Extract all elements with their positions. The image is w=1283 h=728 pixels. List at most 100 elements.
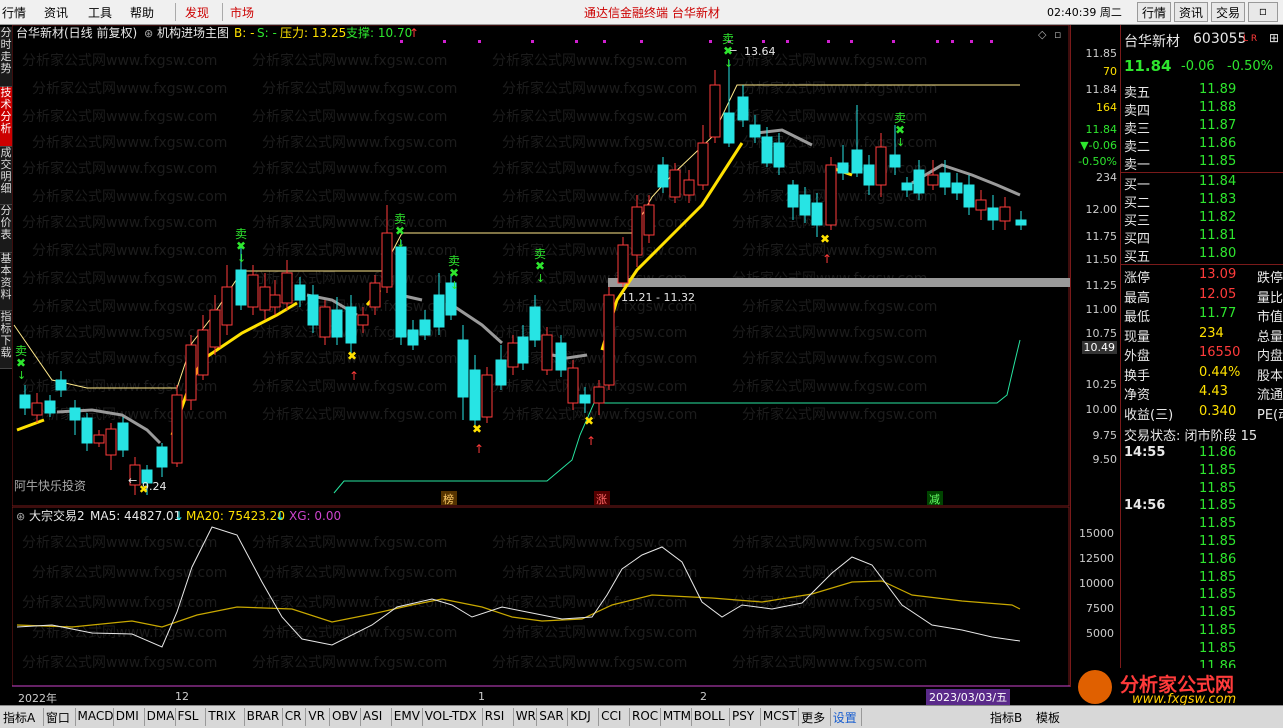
site-watermark: 分析家公式网www.fxgsw.com [262, 242, 457, 259]
tab-fundamentals[interactable]: 基本资料 [0, 253, 12, 311]
menu-market[interactable]: 市场 [230, 6, 255, 20]
price-axis-label: 9.75 [1092, 429, 1118, 442]
indicator-tab[interactable]: ASI [362, 709, 383, 723]
indicator-tab[interactable]: OBV [332, 709, 358, 723]
sub-indicator-name[interactable]: 大宗交易2 [29, 508, 85, 523]
indicator-name[interactable]: 机构进场主图 [157, 25, 229, 40]
candle-body [631, 206, 643, 256]
tab-technical[interactable]: 技术分析 [0, 87, 12, 147]
buy-x-icon: ✖ [472, 422, 482, 436]
tab-trades[interactable]: 成交明细 [0, 147, 12, 205]
ma20-line [16, 580, 1021, 628]
quote-row-value: 11.84 [1199, 174, 1237, 189]
indicator-tab[interactable]: CCI [601, 709, 622, 723]
site-watermark: 分析家公式网www.fxgsw.com [22, 378, 217, 395]
indicator-tab[interactable]: 指标A [3, 711, 36, 725]
sell-down-arrow-icon: ↓ [237, 252, 246, 265]
indicator-tab[interactable]: FSL [177, 709, 199, 723]
indicator-tab[interactable]: TRIX [208, 709, 236, 723]
sub-axis-label: 5000 [1086, 627, 1114, 640]
quote-row: 最高 12.05 量比 [1121, 287, 1283, 306]
candle-body [197, 329, 209, 376]
top-ad-text[interactable]: 通达信金融终端 台华新材 [584, 6, 720, 20]
indicator-tab[interactable]: ROC [632, 709, 659, 723]
expand-icon[interactable]: ⊞ [1269, 31, 1280, 45]
indicator-tab[interactable]: VOL-TDX [424, 709, 477, 723]
ma5-label: MA5: 44827.01 [90, 509, 181, 523]
quote-row: 买五 11.80 [1121, 246, 1283, 265]
candle-body [281, 272, 293, 304]
indicator-tab[interactable]: DMI [115, 709, 139, 723]
sub-watermark-layer: 分析家公式网www.fxgsw.com 分析家公式网www.fxgsw.com 分析… [22, 534, 937, 671]
menu-help[interactable]: 帮助 [130, 6, 155, 20]
site-watermark: 分析家公式网www.fxgsw.com [502, 624, 697, 641]
candle-body [999, 206, 1011, 222]
price-axis-label: 10.00 [1085, 403, 1118, 416]
quote-row-label-2: 流通 [1257, 388, 1283, 403]
indicator-tab[interactable]: SAR [539, 709, 564, 723]
indicator-tab[interactable]: DMA [146, 709, 175, 723]
tick-row: 11.85 [1121, 623, 1283, 641]
window-control-icon[interactable]: ▫ [1248, 2, 1278, 22]
indicator-tab[interactable]: MCST [762, 709, 797, 723]
site-watermark: 分析家公式网www.fxgsw.com [502, 188, 697, 205]
indicator-tab[interactable]: BRAR [246, 709, 280, 723]
menu-tools[interactable]: 工具 [88, 6, 113, 20]
top-menu-bar: 行情 资讯 工具 帮助 发现 市场 通达信金融终端 台华新材 02:40:39 … [0, 0, 1283, 25]
indicator-dropdown-icon[interactable]: ⊛ [144, 27, 153, 40]
quotes-button[interactable]: 行情 [1137, 2, 1172, 22]
indicator-tab[interactable]: VR [308, 709, 325, 723]
tab-indicator-download[interactable]: 指标下载 [0, 311, 12, 369]
menu-quotes[interactable]: 行情 [2, 6, 27, 20]
indicator-tab[interactable]: PSY [732, 709, 755, 723]
volume-indicator-chart[interactable]: 分析家公式网www.fxgsw.com 分析家公式网www.fxgsw.com 分析… [12, 507, 1070, 687]
candle-body [825, 164, 837, 226]
quote-row-value: 11.86 [1199, 136, 1237, 151]
candle-body [987, 207, 999, 221]
buy-up-arrow-icon: ↑ [349, 369, 359, 383]
site-watermark: 分析家公式网www.fxgsw.com [502, 242, 697, 259]
site-watermark: 分析家公式网www.fxgsw.com [502, 564, 697, 581]
low-price-value: 9.24 [142, 480, 167, 493]
sub-indicator-dropdown-icon[interactable]: ⊛ [16, 510, 25, 523]
quote-row: 卖五 11.89 [1121, 82, 1283, 101]
high-price-arrow: ← [728, 44, 737, 57]
indicator-tab[interactable]: KDJ [570, 709, 591, 723]
trade-button[interactable]: 交易 [1211, 2, 1246, 22]
menu-discover[interactable]: 发现 [185, 6, 210, 20]
candle-body [469, 369, 481, 421]
price-change: -0.06 [1181, 59, 1215, 74]
candle-body [105, 428, 117, 456]
ma5-line [16, 526, 1021, 648]
x-axis-label: 12 [175, 690, 189, 703]
indicator-tab[interactable]: RSI [484, 709, 505, 723]
candle-body [221, 286, 233, 326]
candle-body [669, 169, 681, 198]
candle-body [294, 284, 306, 301]
trade-state: 交易状态: 闭市阶段 15 [1124, 429, 1258, 444]
menu-news[interactable]: 资讯 [44, 6, 69, 20]
diamond-icon[interactable]: ◇ [1038, 28, 1047, 41]
indicator-b-tab[interactable]: 指标B [990, 711, 1023, 725]
candlestick-chart[interactable]: 分析家公式网www.fxgsw.com 分析家公式网www.fxgsw.com 分析… [12, 25, 1070, 507]
indicator-tab[interactable]: 更多 [801, 711, 826, 725]
indicator-tab[interactable]: 窗口 [45, 711, 70, 725]
indicator-tab[interactable]: MTM [662, 709, 691, 723]
indicator-tab[interactable]: WR [515, 709, 536, 723]
quote-row-label-2: 内盘 [1257, 349, 1283, 364]
indicator-tab[interactable]: 设置 [832, 711, 857, 725]
tick-price: 11.86 [1199, 551, 1237, 567]
signal-dot [443, 40, 446, 43]
price-axis: 11.85 70 11.84 164 11.84 ▼-0.06 -0.50% 234 12.00… [1070, 25, 1120, 687]
news-button[interactable]: 资讯 [1174, 2, 1209, 22]
site-watermark: 分析家公式网www.fxgsw.com [252, 378, 447, 395]
indicator-tab[interactable]: EMV [393, 709, 420, 723]
indicator-tab[interactable]: MACD [77, 709, 114, 723]
tab-price-table[interactable]: 分价表 [0, 205, 12, 253]
tab-intraday[interactable]: 分时走势 [0, 27, 12, 87]
template-tab[interactable]: 模板 [1036, 711, 1061, 725]
indicator-tab[interactable]: CR [284, 709, 302, 723]
indicator-tab[interactable]: BOLL [693, 709, 725, 723]
collapse-icon[interactable]: ▫ [1054, 28, 1061, 41]
